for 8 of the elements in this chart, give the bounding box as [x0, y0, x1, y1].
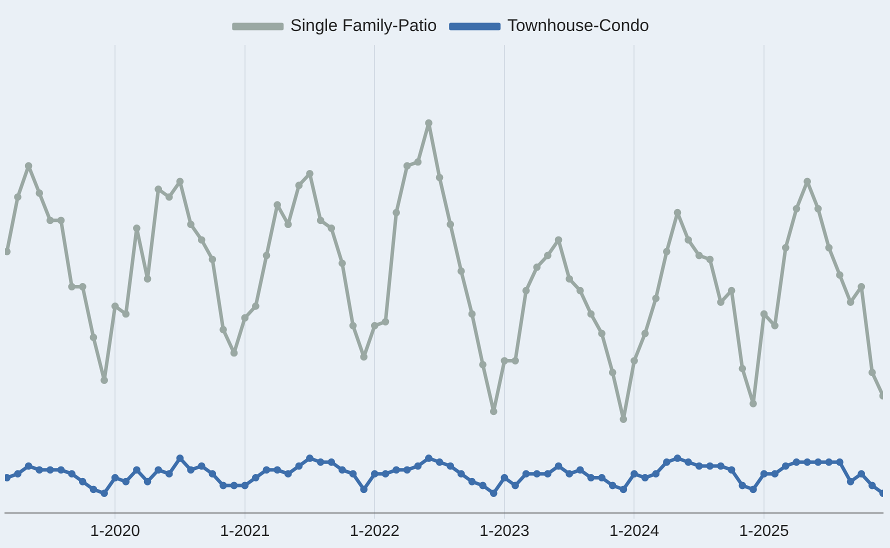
legend-label: Single Family-Patio [290, 16, 437, 36]
x-tick-label: 1-2025 [739, 522, 790, 540]
legend-label: Townhouse-Condo [507, 16, 650, 36]
x-tick-label: 1-2023 [480, 522, 530, 540]
x-tick-label: 1-2022 [350, 522, 400, 540]
x-tick-label: 1-2021 [220, 522, 270, 540]
x-tick-label: 1-2024 [609, 522, 660, 540]
x-tick-label: 1-2020 [90, 522, 140, 540]
